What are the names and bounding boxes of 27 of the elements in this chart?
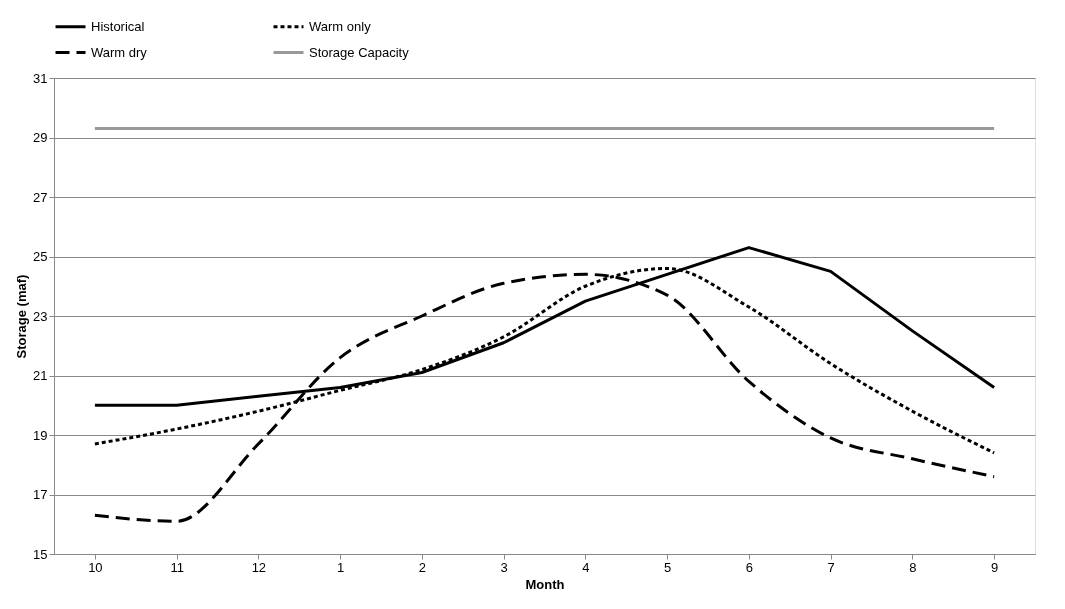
x-tick-label: 7 bbox=[827, 559, 835, 575]
x-axis-title: Month bbox=[525, 576, 565, 592]
y-tick-label: 25 bbox=[33, 249, 48, 264]
y-tick-label: 27 bbox=[33, 189, 48, 205]
x-tick-label: 11 bbox=[170, 559, 184, 575]
y-tick-label: 17 bbox=[33, 487, 48, 502]
legend-label: Warm dry bbox=[91, 44, 148, 60]
x-tick-label: 9 bbox=[991, 559, 999, 575]
y-tick-label: 23 bbox=[33, 308, 48, 324]
x-tick-label: 10 bbox=[88, 559, 103, 575]
y-tick-label: 31 bbox=[33, 70, 48, 86]
y-axis-title: Storage (maf) bbox=[14, 274, 30, 359]
x-tick-label: 1 bbox=[337, 559, 345, 575]
y-tick-label: 29 bbox=[33, 130, 48, 145]
x-tick-label: 2 bbox=[418, 559, 426, 575]
x-tick-label: 3 bbox=[500, 559, 508, 575]
x-tick-label: 5 bbox=[664, 559, 672, 575]
x-tick-label: 6 bbox=[745, 559, 753, 575]
x-tick-label: 4 bbox=[582, 559, 590, 575]
legend-label: Warm only bbox=[309, 18, 372, 34]
x-tick-label: 8 bbox=[909, 559, 917, 575]
x-tick-label: 12 bbox=[251, 559, 267, 575]
y-tick-label: 15 bbox=[33, 546, 48, 562]
y-tick-label: 21 bbox=[33, 368, 48, 383]
y-tick-label: 19 bbox=[33, 427, 48, 443]
legend-label: Historical bbox=[91, 18, 145, 34]
legend-label: Storage Capacity bbox=[309, 44, 410, 60]
